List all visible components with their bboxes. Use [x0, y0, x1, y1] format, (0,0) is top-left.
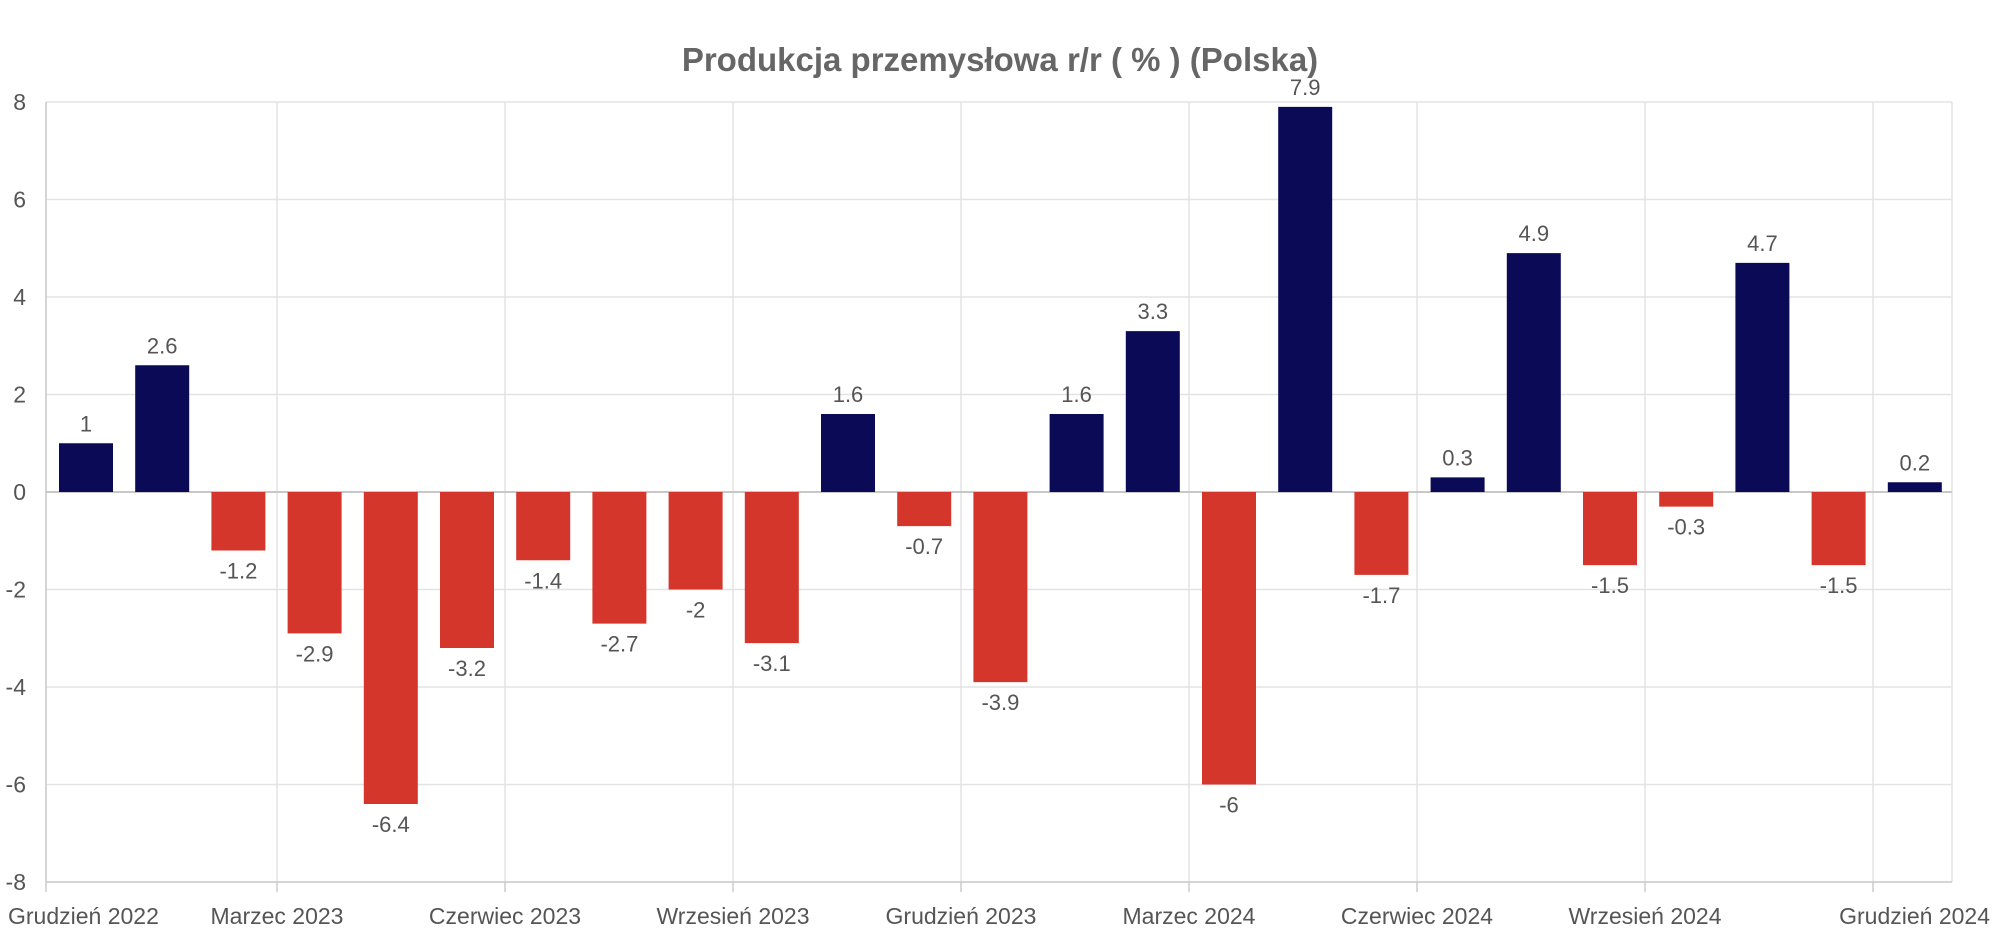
y-tick-label: 0 — [13, 479, 26, 505]
data-label-23: 4.7 — [1747, 231, 1778, 256]
bar-3[interactable] — [211, 492, 266, 551]
x-tick-label: Czerwiec 2024 — [1341, 903, 1493, 929]
data-label-3: -1.2 — [219, 559, 257, 584]
y-tick-label: 2 — [13, 382, 26, 408]
y-tick-label: 6 — [13, 187, 26, 213]
data-label-2: 2.6 — [147, 333, 178, 358]
bar-18[interactable] — [1354, 492, 1409, 575]
data-labels: 1 2.6 -1.2 -2.9 -6.4 -3.2 -1.4 -2.7 -2 -3.1 1.6 -0.… — [80, 75, 1930, 837]
data-label-20: 4.9 — [1519, 221, 1550, 246]
data-label-4: -2.9 — [296, 641, 334, 666]
data-label-21: -1.5 — [1591, 573, 1629, 598]
data-label-24: -1.5 — [1820, 573, 1858, 598]
bar-14[interactable] — [1049, 414, 1104, 492]
bar-10[interactable] — [744, 492, 799, 644]
bar-2[interactable] — [135, 365, 190, 492]
data-label-1: 1 — [80, 411, 92, 436]
bar-17[interactable] — [1278, 106, 1333, 492]
bar-23[interactable] — [1735, 262, 1790, 492]
data-label-8: -2.7 — [600, 632, 638, 657]
y-tick-label: -8 — [6, 869, 26, 895]
y-tick-label: -6 — [6, 772, 26, 798]
y-tick-label: 8 — [13, 89, 26, 115]
bar-4[interactable] — [287, 492, 342, 634]
bar-6[interactable] — [440, 492, 494, 648]
y-axis: 8 6 4 2 0 -2 -4 -6 -8 — [6, 89, 27, 895]
bar-15[interactable] — [1125, 331, 1180, 492]
x-tick-label: Grudzień 2024 — [1839, 903, 1990, 929]
y-tick-label: -4 — [6, 674, 27, 700]
bar-5[interactable] — [363, 492, 418, 804]
bar-9[interactable] — [668, 492, 723, 590]
bar-12[interactable] — [897, 492, 952, 527]
y-tick-label: 4 — [13, 284, 26, 310]
bar-1[interactable] — [59, 443, 113, 492]
data-label-12: -0.7 — [905, 534, 943, 559]
data-label-15: 3.3 — [1138, 299, 1169, 324]
y-tick-label: -2 — [6, 577, 26, 603]
x-tick-label: Marzec 2023 — [211, 903, 344, 929]
x-tick-label: Grudzień 2023 — [886, 903, 1037, 929]
x-tick-label: Grudzień 2022 — [8, 903, 159, 929]
x-axis: Grudzień 2022 Marzec 2023 Czerwiec 2023 Wrz… — [8, 903, 1990, 929]
data-label-10: -3.1 — [753, 651, 791, 676]
bar-19[interactable] — [1430, 477, 1485, 492]
bar-16[interactable] — [1202, 492, 1256, 785]
bar-13[interactable] — [973, 492, 1028, 683]
x-tick-label: Marzec 2024 — [1123, 903, 1256, 929]
chart-title: Produkcja przemysłowa r/r ( % ) (Polska) — [682, 41, 1318, 78]
data-label-16: -6 — [1219, 793, 1239, 818]
data-label-18: -1.7 — [1362, 583, 1400, 608]
data-label-9: -2 — [686, 598, 706, 623]
x-tick-label: Wrzesień 2024 — [1569, 903, 1722, 929]
bar-20[interactable] — [1506, 253, 1561, 492]
x-tick-label: Wrzesień 2023 — [657, 903, 810, 929]
bar-21[interactable] — [1583, 492, 1637, 566]
bars — [59, 106, 1942, 804]
data-label-25: 0.2 — [1900, 450, 1931, 475]
bar-24[interactable] — [1811, 492, 1866, 566]
x-tick-label: Czerwiec 2023 — [429, 903, 581, 929]
bar-22[interactable] — [1659, 492, 1714, 507]
data-label-13: -3.9 — [981, 690, 1019, 715]
bar-7[interactable] — [516, 492, 571, 561]
data-label-5: -6.4 — [372, 812, 410, 837]
data-label-6: -3.2 — [448, 656, 486, 681]
data-label-11: 1.6 — [833, 382, 864, 407]
data-label-22: -0.3 — [1667, 515, 1705, 540]
bar-25[interactable] — [1887, 482, 1942, 492]
bar-8[interactable] — [592, 492, 647, 624]
data-label-17: 7.9 — [1290, 75, 1321, 100]
data-label-14: 1.6 — [1061, 382, 1092, 407]
bar-11[interactable] — [821, 414, 875, 492]
data-label-7: -1.4 — [524, 568, 562, 593]
data-label-19: 0.3 — [1442, 445, 1473, 470]
